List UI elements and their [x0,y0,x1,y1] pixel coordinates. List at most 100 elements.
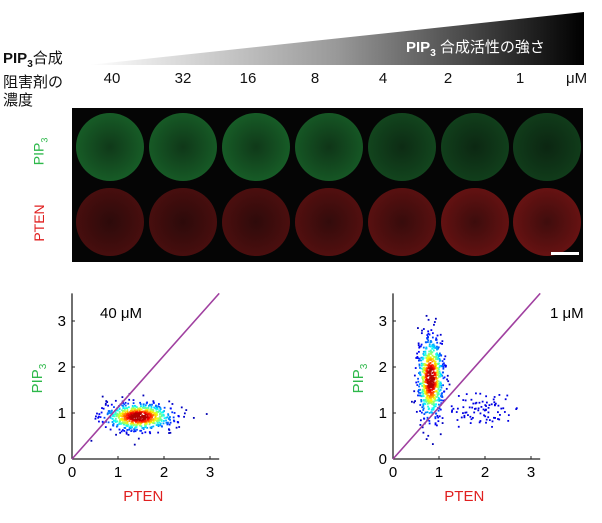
data-point [150,405,153,408]
data-point [140,417,142,420]
data-point [136,406,138,409]
concentration-16: 16 [239,70,257,87]
data-point [420,359,423,362]
data-point [435,385,438,388]
data-point [434,390,437,393]
data-point [432,391,435,393]
data-point [484,415,487,418]
data-point [427,355,429,357]
data-point [497,404,500,407]
data-point [504,398,507,401]
data-point [434,347,437,349]
data-point [155,410,158,413]
data-point [416,384,419,386]
data-point [119,431,122,434]
data-point [437,355,440,358]
data-point [144,423,146,426]
data-point [429,400,431,403]
data-point [433,323,435,326]
data-point [424,403,427,405]
data-point [116,415,118,418]
y-axis-label-text: PIP [29,369,46,393]
data-point [150,408,153,411]
data-point [167,414,170,417]
data-point [143,407,146,409]
data-point [121,396,124,399]
data-point [159,422,162,425]
data-point [450,405,453,408]
data-point [126,410,128,413]
data-point [428,374,431,377]
data-point [415,357,418,359]
y-tick-label: 3 [58,313,66,330]
data-point [437,388,440,391]
data-point [122,407,125,409]
data-point [430,399,433,401]
data-point [439,389,442,391]
data-point [175,426,178,429]
pten-cell-image [222,188,290,256]
data-point [149,404,151,406]
data-point [433,396,436,399]
data-point [435,396,438,398]
data-point [109,412,112,415]
data-point [428,390,431,393]
data-point [478,421,481,424]
data-point [436,334,439,337]
data-point [159,417,162,420]
data-point [470,398,473,401]
data-point [429,379,432,382]
data-point [438,375,440,378]
data-point [428,378,430,381]
data-point [124,413,127,416]
data-point [441,371,444,374]
data-point [499,413,501,416]
data-point [422,381,425,384]
data-point [148,416,151,419]
data-point [423,364,426,367]
data-point [493,396,496,398]
x-axis-label: PTEN [123,488,163,505]
data-point [440,354,443,357]
data-point [439,399,442,402]
data-point [410,400,413,403]
data-point [425,438,428,441]
data-point [463,416,466,419]
data-point [497,418,499,420]
data-point [431,386,434,389]
data-point [438,384,441,387]
data-point [442,400,445,402]
data-point [145,407,147,410]
data-point [138,415,141,418]
data-point [432,343,435,346]
data-point [115,413,118,416]
data-point [156,420,158,423]
data-point [144,419,147,422]
data-point [136,415,139,418]
data-point [419,374,422,377]
data-point [438,399,441,402]
data-point [419,404,422,406]
data-point [440,402,443,405]
data-point [120,422,122,425]
data-point [438,407,441,410]
data-point [431,389,433,391]
data-point [162,414,165,417]
data-point [435,338,437,341]
data-point [169,421,172,424]
data-point [122,404,124,407]
data-point [428,370,431,372]
data-point [126,409,129,411]
data-point [428,412,431,414]
data-point [474,407,477,410]
data-point [145,402,148,405]
data-point [465,411,468,414]
data-point [428,354,430,357]
data-point [485,401,488,404]
activity-gradient-wedge [88,12,584,65]
data-point [436,414,439,417]
data-point [435,353,437,355]
data-point [457,395,460,397]
data-point [448,383,451,386]
